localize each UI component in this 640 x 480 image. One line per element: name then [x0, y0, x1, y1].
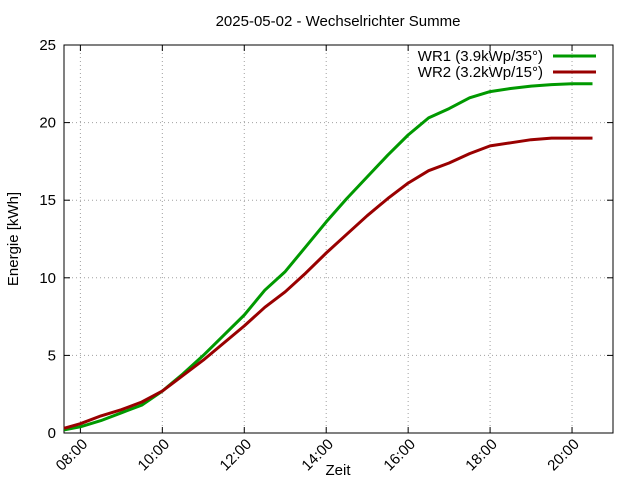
x-axis-label: Zeit	[325, 462, 351, 479]
legend-label-wr1: WR1 (3.9kWp/35°)	[418, 48, 543, 65]
x-tick-label: 18:00	[462, 436, 501, 475]
y-axis-label: Energie [kWh]	[5, 192, 22, 286]
plot-frame	[63, 44, 614, 434]
y-tick-label: 0	[48, 425, 56, 442]
x-tick-label: 20:00	[544, 436, 583, 475]
y-tick-label: 5	[48, 347, 56, 364]
series-line-wr1	[63, 82, 593, 432]
chart-title: 2025-05-02 - Wechselrichter Summe	[216, 13, 461, 30]
legend-label-wr2: WR2 (3.2kWp/15°)	[418, 64, 543, 81]
y-tick-label: 20	[39, 115, 56, 132]
series-layer	[63, 82, 593, 432]
legend: WR1 (3.9kWp/35°)WR2 (3.2kWp/15°)	[418, 48, 596, 81]
y-tick-label: 15	[39, 192, 56, 209]
x-tick-label: 08:00	[53, 436, 92, 475]
grid	[64, 45, 613, 433]
series-line-wr2	[63, 136, 593, 430]
y-tick-label: 25	[39, 37, 56, 54]
y-tick-label: 10	[39, 270, 56, 287]
x-tick-label: 10:00	[135, 436, 174, 475]
x-tick-label: 16:00	[380, 436, 419, 475]
x-tick-label: 12:00	[217, 436, 256, 475]
